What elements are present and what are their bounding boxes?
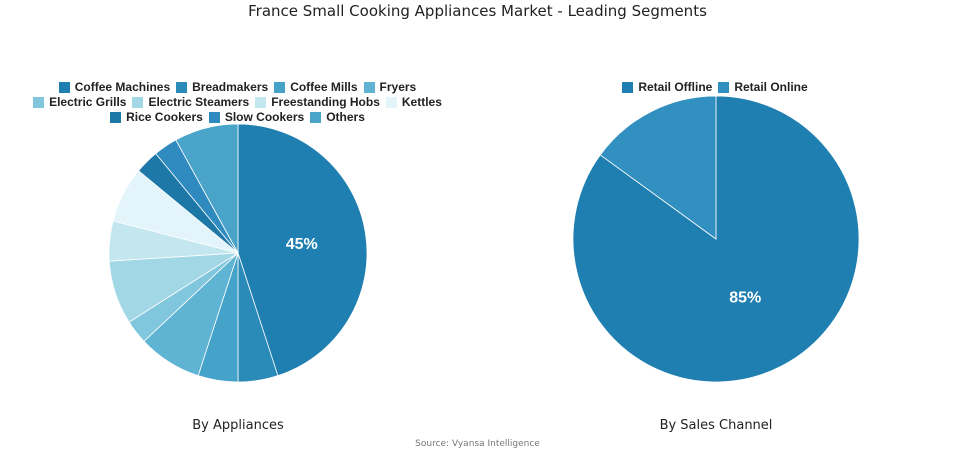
legend-label: Breadmakers (192, 80, 269, 94)
legend-swatch (110, 111, 122, 123)
legend-swatch (274, 81, 286, 93)
legend-sales-channel: Retail Offline Retail Online (580, 80, 850, 94)
legend-item-fryers: Fryers (363, 80, 417, 94)
legend-label: Fryers (379, 80, 417, 94)
caption-sales-channel: By Sales Channel (659, 418, 773, 433)
legend-item-electric-grills: Electric Grills (33, 95, 126, 109)
legend-label: Freestanding Hobs (271, 95, 380, 109)
legend-swatch (385, 96, 397, 108)
legend-swatch (622, 81, 634, 93)
data-label-retail-offline: 85% (729, 289, 761, 306)
legend-swatch (310, 111, 322, 123)
legend-item-coffee-machines: Coffee Machines (58, 80, 171, 94)
legend-label: Coffee Mills (290, 80, 358, 94)
legend-item-rice-cookers: Rice Cookers (110, 110, 203, 124)
legend-swatch (255, 96, 267, 108)
source-text: Source: Vyansa Intelligence (415, 439, 540, 449)
legend-item-retail-offline: Retail Offline (622, 80, 712, 94)
legend-item-kettles: Kettles (385, 95, 442, 109)
legend-item-retail-online: Retail Online (718, 80, 808, 94)
legend-label: Retail Offline (638, 80, 713, 94)
pie-slice-retail-online (599, 95, 717, 240)
data-label-coffee-machines: 45% (286, 236, 318, 253)
legend-item-freestanding-hobs: Freestanding Hobs (255, 95, 380, 109)
legend-swatch (718, 81, 730, 93)
caption-appliances: By Appliances (192, 418, 284, 433)
legend-item-coffee-mills: Coffee Mills (274, 80, 358, 94)
legend-label: Coffee Machines (74, 80, 171, 94)
legend-appliances: Coffee Machines Breadmakers Coffee Mills Fr… (10, 80, 465, 124)
pie-slice-others (175, 123, 239, 254)
legend-swatch (58, 81, 70, 93)
legend-item-breadmakers: Breadmakers (176, 80, 268, 94)
pie-slice-coffee-machines (237, 123, 368, 377)
legend-item-others: Others (310, 110, 365, 124)
legend-label: Electric Steamers (148, 95, 250, 109)
legend-label: Retail Online (734, 80, 808, 94)
pie-slice-retail-offline (572, 95, 860, 383)
pie-sales-channel: 85% (572, 95, 860, 383)
legend-label: Rice Cookers (126, 110, 203, 124)
legend-label: Slow Cookers (224, 110, 305, 124)
legend-swatch (363, 81, 375, 93)
legend-item-electric-steamers: Electric Steamers (132, 95, 249, 109)
legend-swatch (208, 111, 220, 123)
page-title: France Small Cooking Appliances Market -… (248, 2, 707, 20)
legend-label: Electric Grills (49, 95, 127, 109)
legend-item-slow-cookers: Slow Cookers (208, 110, 305, 124)
legend-label: Others (326, 110, 365, 124)
legend-swatch (132, 96, 144, 108)
legend-swatch (33, 96, 45, 108)
legend-label: Kettles (401, 95, 442, 109)
pie-appliances: 45% (108, 123, 368, 383)
legend-swatch (176, 81, 188, 93)
